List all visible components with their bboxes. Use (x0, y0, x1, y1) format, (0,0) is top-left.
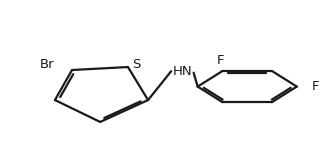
Text: HN: HN (173, 65, 193, 78)
Text: F: F (312, 80, 319, 93)
Text: S: S (132, 58, 141, 71)
Text: F: F (217, 54, 224, 67)
Text: Br: Br (40, 58, 54, 71)
